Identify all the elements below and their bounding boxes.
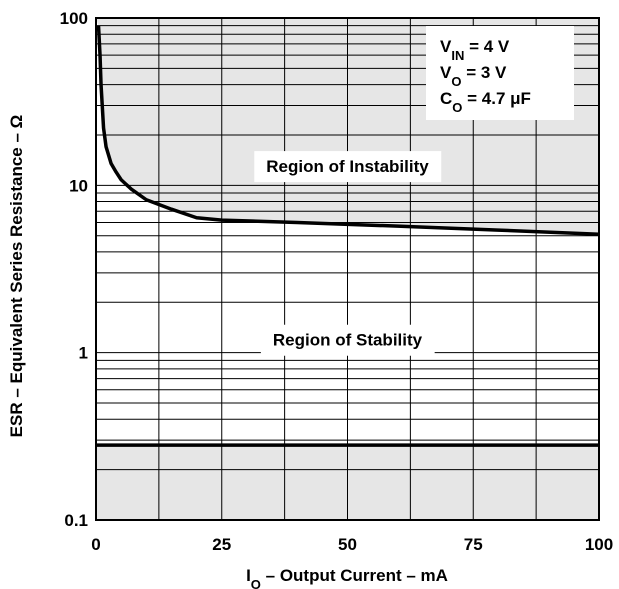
y-axis-title: ESR – Equivalent Series Resistance – Ω xyxy=(7,115,26,438)
conditions-background xyxy=(426,26,574,120)
x-tick-label: 100 xyxy=(585,535,613,554)
condition-line: CO = 4.7 μF xyxy=(440,89,531,115)
region-label-background xyxy=(260,324,435,356)
x-tick-label: 50 xyxy=(338,535,357,554)
region-label-background xyxy=(254,151,442,183)
region-label-group: Region of Stability xyxy=(260,324,435,356)
y-tick-label: 1 xyxy=(79,344,88,363)
y-tick-labels: 0.1 1 10 100 xyxy=(60,9,88,530)
x-tick-label: 25 xyxy=(212,535,231,554)
plot-frame xyxy=(95,17,600,521)
boundary-curves xyxy=(96,25,600,447)
y-tick-label: 100 xyxy=(60,9,88,28)
condition-line: VIN = 4 V xyxy=(440,37,510,63)
region-label: Region of Instability xyxy=(266,157,429,176)
x-tick-labels: 0 25 50 75 100 xyxy=(91,535,613,554)
region-labels: Region of Instability Region of Stability xyxy=(254,151,442,356)
conditions-box: VIN = 4 VVO = 3 VCO = 4.7 μF xyxy=(426,26,574,120)
x-tick-label: 0 xyxy=(91,535,100,554)
y-tick-label: 0.1 xyxy=(64,511,88,530)
grid-lines xyxy=(96,18,599,520)
x-axis-title: IO – Output Current – mA xyxy=(246,566,448,589)
upper-boundary-line xyxy=(96,25,600,237)
condition-line: VO = 3 V xyxy=(440,63,507,89)
region-label-group: Region of Instability xyxy=(254,151,442,183)
x-tick-label: 75 xyxy=(464,535,483,554)
y-tick-label: 10 xyxy=(69,176,88,195)
region-label: Region of Stability xyxy=(273,331,423,350)
